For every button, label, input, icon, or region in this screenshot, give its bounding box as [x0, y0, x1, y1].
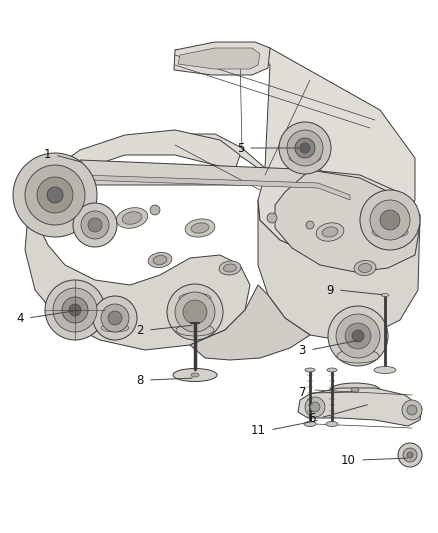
Circle shape	[279, 122, 331, 174]
Circle shape	[300, 143, 310, 153]
Ellipse shape	[30, 202, 80, 218]
Ellipse shape	[340, 319, 376, 329]
Ellipse shape	[289, 153, 321, 163]
Circle shape	[45, 280, 105, 340]
Circle shape	[305, 397, 325, 417]
Text: 8: 8	[137, 374, 144, 386]
Ellipse shape	[374, 367, 396, 374]
Ellipse shape	[359, 263, 371, 272]
Polygon shape	[30, 45, 415, 254]
Polygon shape	[190, 285, 310, 360]
Circle shape	[336, 314, 380, 358]
Circle shape	[183, 300, 207, 324]
Circle shape	[306, 221, 314, 229]
Ellipse shape	[148, 253, 172, 268]
Ellipse shape	[372, 226, 408, 238]
Ellipse shape	[185, 219, 215, 237]
Circle shape	[310, 402, 320, 412]
Circle shape	[88, 218, 102, 232]
Circle shape	[403, 448, 417, 462]
Ellipse shape	[327, 368, 337, 372]
Ellipse shape	[153, 255, 167, 264]
Ellipse shape	[116, 208, 148, 228]
Ellipse shape	[176, 324, 214, 336]
Ellipse shape	[219, 261, 241, 275]
Ellipse shape	[304, 422, 316, 426]
Polygon shape	[82, 175, 350, 200]
Circle shape	[407, 405, 417, 415]
Ellipse shape	[337, 349, 379, 363]
Text: 9: 9	[326, 284, 334, 296]
Circle shape	[370, 200, 410, 240]
Ellipse shape	[351, 387, 359, 392]
Polygon shape	[25, 215, 250, 350]
Ellipse shape	[191, 373, 199, 377]
Ellipse shape	[57, 317, 93, 327]
Circle shape	[267, 213, 277, 223]
Ellipse shape	[101, 324, 129, 332]
Circle shape	[407, 452, 413, 458]
Circle shape	[93, 296, 137, 340]
Text: 7: 7	[299, 386, 306, 400]
Ellipse shape	[122, 212, 142, 224]
Ellipse shape	[354, 261, 376, 276]
Circle shape	[37, 177, 73, 213]
Ellipse shape	[305, 368, 315, 372]
Ellipse shape	[223, 264, 237, 272]
Polygon shape	[174, 42, 270, 75]
Text: 5: 5	[237, 141, 244, 155]
Polygon shape	[28, 130, 240, 215]
Ellipse shape	[191, 223, 209, 233]
Polygon shape	[258, 200, 420, 340]
Circle shape	[345, 323, 371, 349]
Circle shape	[101, 304, 129, 332]
Circle shape	[398, 443, 422, 467]
Circle shape	[47, 187, 63, 203]
Circle shape	[295, 138, 315, 158]
Polygon shape	[258, 170, 420, 258]
Ellipse shape	[173, 368, 217, 382]
Circle shape	[108, 311, 122, 325]
Circle shape	[13, 153, 97, 237]
Text: 11: 11	[251, 424, 266, 437]
Ellipse shape	[381, 294, 389, 296]
Circle shape	[360, 190, 420, 250]
Circle shape	[53, 288, 97, 332]
Circle shape	[81, 211, 109, 239]
Circle shape	[62, 297, 88, 323]
Circle shape	[328, 306, 388, 366]
Polygon shape	[178, 48, 260, 69]
Text: 3: 3	[299, 343, 306, 357]
Text: 6: 6	[308, 411, 316, 424]
Ellipse shape	[330, 383, 380, 397]
Text: 4: 4	[17, 311, 24, 325]
Circle shape	[287, 130, 323, 166]
Text: 10: 10	[341, 454, 356, 466]
Ellipse shape	[326, 422, 338, 426]
Circle shape	[380, 210, 400, 230]
Circle shape	[25, 165, 85, 225]
Polygon shape	[298, 388, 422, 426]
Circle shape	[402, 400, 422, 420]
Text: 2: 2	[137, 324, 144, 336]
Circle shape	[150, 205, 160, 215]
Circle shape	[175, 292, 215, 332]
Polygon shape	[80, 160, 355, 204]
Circle shape	[69, 304, 81, 316]
Ellipse shape	[322, 227, 338, 237]
Circle shape	[352, 330, 364, 342]
Ellipse shape	[316, 223, 344, 241]
Ellipse shape	[179, 293, 211, 303]
Text: 1: 1	[43, 149, 51, 161]
Circle shape	[167, 284, 223, 340]
Circle shape	[73, 203, 117, 247]
Polygon shape	[275, 170, 420, 272]
